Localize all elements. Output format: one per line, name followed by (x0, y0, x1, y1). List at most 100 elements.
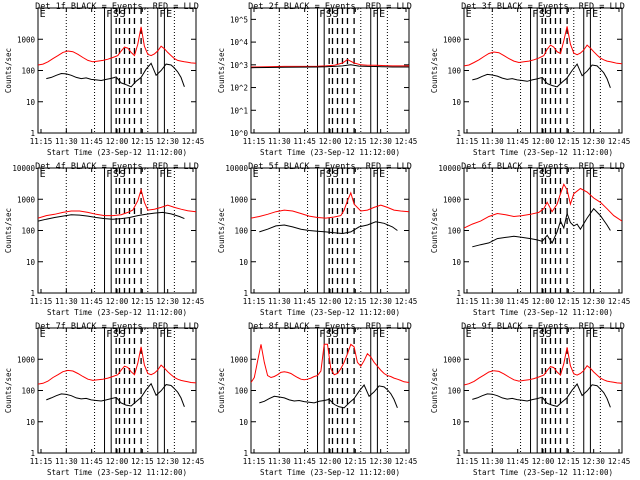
x-tick-label: 11:30 (55, 297, 78, 306)
event-markers (278, 328, 388, 453)
event-markers (491, 168, 601, 293)
x-axis-label: Start Time (23-Sep-12 11:12:00) (260, 148, 400, 157)
chart-title: Det 5f BLACK = Events, RED = LLD (248, 162, 412, 172)
y-tick-label: 10 (452, 258, 462, 267)
series-line-black-events (46, 62, 185, 88)
x-tick-label: 11:45 (293, 297, 316, 306)
y-tick-label: 1000 (443, 355, 462, 364)
y-axis-label: Counts/sec (4, 48, 13, 93)
y-tick-label: 100 (21, 67, 35, 76)
y-tick-label: 10^0 (230, 129, 249, 138)
marker-label: E (592, 9, 598, 20)
x-tick-label: 11:15 (30, 137, 53, 146)
y-tick-label: 10 (26, 258, 36, 267)
y-tick-label: 10 (26, 98, 36, 107)
marker-label: F (106, 329, 112, 340)
x-tick-label: 11:30 (55, 457, 78, 466)
marker-label: E (592, 169, 598, 180)
marker-label: F (319, 9, 325, 20)
x-tick-label: 12:30 (582, 297, 605, 306)
event-markers (491, 328, 601, 453)
marker-label: S (119, 9, 125, 20)
x-tick-label: 11:15 (243, 457, 266, 466)
marker-label: E (253, 169, 259, 180)
y-tick-label: 1000 (443, 35, 462, 44)
x-tick-label: 11:15 (30, 457, 53, 466)
marker-label: F (319, 329, 325, 340)
x-tick-label: 11:15 (456, 297, 479, 306)
x-tick-label: 11:45 (506, 297, 529, 306)
series-group (251, 343, 409, 409)
y-axis-label: Counts/sec (4, 208, 13, 253)
x-tick-label: 12:30 (582, 137, 605, 146)
marker-label: S (539, 169, 545, 180)
marker-label: F (532, 169, 538, 180)
x-tick-label: 12:45 (395, 297, 418, 306)
x-tick-label: 11:15 (30, 297, 53, 306)
marker-label: S (113, 329, 119, 340)
series-line-black-events (38, 211, 185, 222)
marker-label: F (372, 329, 378, 340)
series-line-black-events (259, 221, 398, 235)
y-tick-label: 1 (456, 289, 461, 298)
y-tick-label: 100 (447, 227, 461, 236)
x-axis-label: Start Time (23-Sep-12 11:12:00) (473, 468, 613, 477)
marker-label: F (106, 169, 112, 180)
x-tick-label: 11:30 (268, 457, 291, 466)
marker-label: F (585, 329, 591, 340)
x-tick-label: 12:00 (532, 297, 555, 306)
series-group (251, 191, 409, 235)
marker-label: F (159, 9, 165, 20)
y-axis-label: Counts/sec (217, 48, 226, 93)
series-group (464, 347, 622, 408)
marker-label: F (532, 9, 538, 20)
series-line-black-events (472, 383, 611, 408)
marker-label: F (585, 9, 591, 20)
x-tick-label: 12:00 (319, 137, 342, 146)
x-tick-label: 11:45 (293, 137, 316, 146)
y-axis-label: Counts/sec (217, 368, 226, 413)
marker-label: E (592, 329, 598, 340)
marker-label: S (119, 329, 125, 340)
chart-title: Det 2f BLACK = Events, RED = LLD (248, 2, 412, 12)
y-tick-label: 1000 (230, 195, 249, 204)
y-tick-label: 1000 (17, 195, 36, 204)
series-group (251, 59, 409, 69)
y-tick-label: 1 (30, 449, 35, 458)
y-tick-label: 1 (456, 129, 461, 138)
chart-title: Det 7f BLACK = Events, RED = LLD (35, 322, 199, 332)
series-group (38, 187, 196, 222)
marker-label: S (119, 169, 125, 180)
series-line-red-lld (251, 191, 409, 219)
x-tick-label: 11:45 (506, 457, 529, 466)
y-tick-label: 10 (452, 98, 462, 107)
series-line-black-events (472, 207, 611, 248)
marker-label: F (319, 169, 325, 180)
x-tick-label: 12:45 (395, 137, 418, 146)
x-tick-label: 11:15 (243, 137, 266, 146)
y-tick-label: 10^3 (230, 61, 248, 70)
chart-title: Det 3f BLACK = Events, RED = LLD (461, 2, 625, 12)
x-tick-label: 12:30 (156, 457, 179, 466)
marker-label: E (40, 329, 46, 340)
series-group (464, 183, 622, 248)
marker-label: E (40, 169, 46, 180)
x-tick-label: 12:45 (395, 457, 418, 466)
plot-frame (463, 167, 623, 294)
y-tick-label: 1000 (17, 355, 36, 364)
x-tick-label: 11:30 (481, 137, 504, 146)
series-group (38, 346, 196, 407)
series-line-red-lld (464, 183, 622, 229)
y-tick-label: 10^4 (230, 38, 249, 47)
marker-label: E (379, 169, 385, 180)
x-tick-label: 11:45 (80, 137, 103, 146)
series-line-black-events (472, 63, 611, 88)
x-tick-label: 12:45 (608, 137, 631, 146)
x-axis-label: Start Time (23-Sep-12 11:12:00) (47, 148, 187, 157)
x-tick-label: 11:45 (293, 457, 316, 466)
series-line-red-lld (38, 26, 196, 66)
marker-label: S (545, 329, 551, 340)
x-tick-label: 11:15 (243, 297, 266, 306)
